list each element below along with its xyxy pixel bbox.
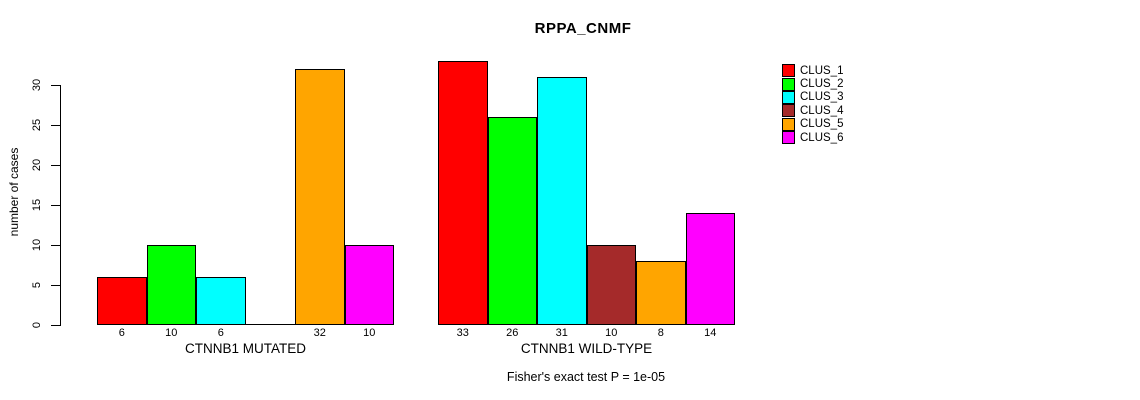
legend-item: CLUS_6 bbox=[782, 131, 844, 145]
bar-value-label: 32 bbox=[313, 327, 326, 339]
legend-item: CLUS_1 bbox=[782, 64, 844, 78]
bar bbox=[196, 277, 246, 325]
x-group-label: CTNNB1 WILD-TYPE bbox=[520, 341, 653, 356]
stat-annotation: Fisher's exact test P = 1e-05 bbox=[506, 370, 666, 384]
bar bbox=[295, 69, 345, 325]
legend-swatch bbox=[782, 131, 795, 145]
bar bbox=[344, 245, 394, 325]
legend-item-label: CLUS_4 bbox=[800, 104, 844, 117]
bar-value-label: 10 bbox=[363, 327, 376, 339]
legend-item: CLUS_2 bbox=[782, 77, 844, 91]
bar-value-label: 14 bbox=[704, 327, 717, 339]
legend-item: CLUS_5 bbox=[782, 117, 844, 131]
bar bbox=[685, 213, 735, 325]
y-tick-label: 15 bbox=[31, 198, 43, 212]
y-tick-label: 0 bbox=[31, 321, 43, 329]
y-tick bbox=[51, 325, 60, 326]
bar bbox=[537, 77, 587, 325]
legend-item-label: CLUS_5 bbox=[800, 118, 844, 131]
bar-value-label: 26 bbox=[506, 327, 519, 339]
bar bbox=[146, 245, 196, 325]
y-tick bbox=[51, 85, 60, 86]
legend-item-label: CLUS_1 bbox=[800, 64, 844, 77]
bar-value-label: 10 bbox=[165, 327, 178, 339]
y-tick-label: 5 bbox=[31, 281, 43, 289]
y-tick-label: 10 bbox=[31, 238, 43, 252]
chart-title: RPPA_CNMF bbox=[534, 20, 632, 37]
x-group-label: CTNNB1 MUTATED bbox=[185, 341, 306, 356]
bar bbox=[487, 117, 537, 325]
y-tick-label: 25 bbox=[31, 118, 43, 132]
y-tick-label: 30 bbox=[31, 78, 43, 92]
legend-swatch bbox=[782, 104, 795, 118]
legend-swatch bbox=[782, 77, 795, 91]
legend-item-label: CLUS_2 bbox=[800, 78, 844, 91]
legend-item: CLUS_4 bbox=[782, 104, 844, 118]
bar bbox=[586, 245, 636, 325]
y-tick bbox=[51, 165, 60, 166]
bar-value-label: 8 bbox=[657, 327, 664, 339]
legend-swatch bbox=[782, 90, 795, 104]
legend-item-label: CLUS_3 bbox=[800, 91, 844, 104]
y-axis-line bbox=[60, 85, 61, 326]
y-tick bbox=[51, 285, 60, 286]
bar-value-label: 31 bbox=[555, 327, 568, 339]
bar bbox=[636, 261, 686, 325]
y-tick bbox=[51, 125, 60, 126]
legend-swatch bbox=[782, 64, 795, 78]
bar-zero-line bbox=[245, 324, 295, 325]
y-tick bbox=[51, 205, 60, 206]
legend-item: CLUS_3 bbox=[782, 90, 844, 104]
bar-value-label: 6 bbox=[118, 327, 125, 339]
legend: CLUS_1 CLUS_2 CLUS_3 CLUS_4 CLUS_5 CLUS_6 bbox=[782, 64, 844, 145]
legend-item-label: CLUS_6 bbox=[800, 131, 844, 144]
legend-swatch bbox=[782, 117, 795, 131]
bar bbox=[97, 277, 147, 325]
y-tick-label: 20 bbox=[31, 158, 43, 172]
bar bbox=[438, 61, 488, 325]
y-tick bbox=[51, 245, 60, 246]
y-axis-label: number of cases bbox=[7, 147, 21, 237]
bar-value-label: 10 bbox=[605, 327, 618, 339]
bar-value-label: 6 bbox=[217, 327, 224, 339]
bar-value-label: 33 bbox=[456, 327, 469, 339]
